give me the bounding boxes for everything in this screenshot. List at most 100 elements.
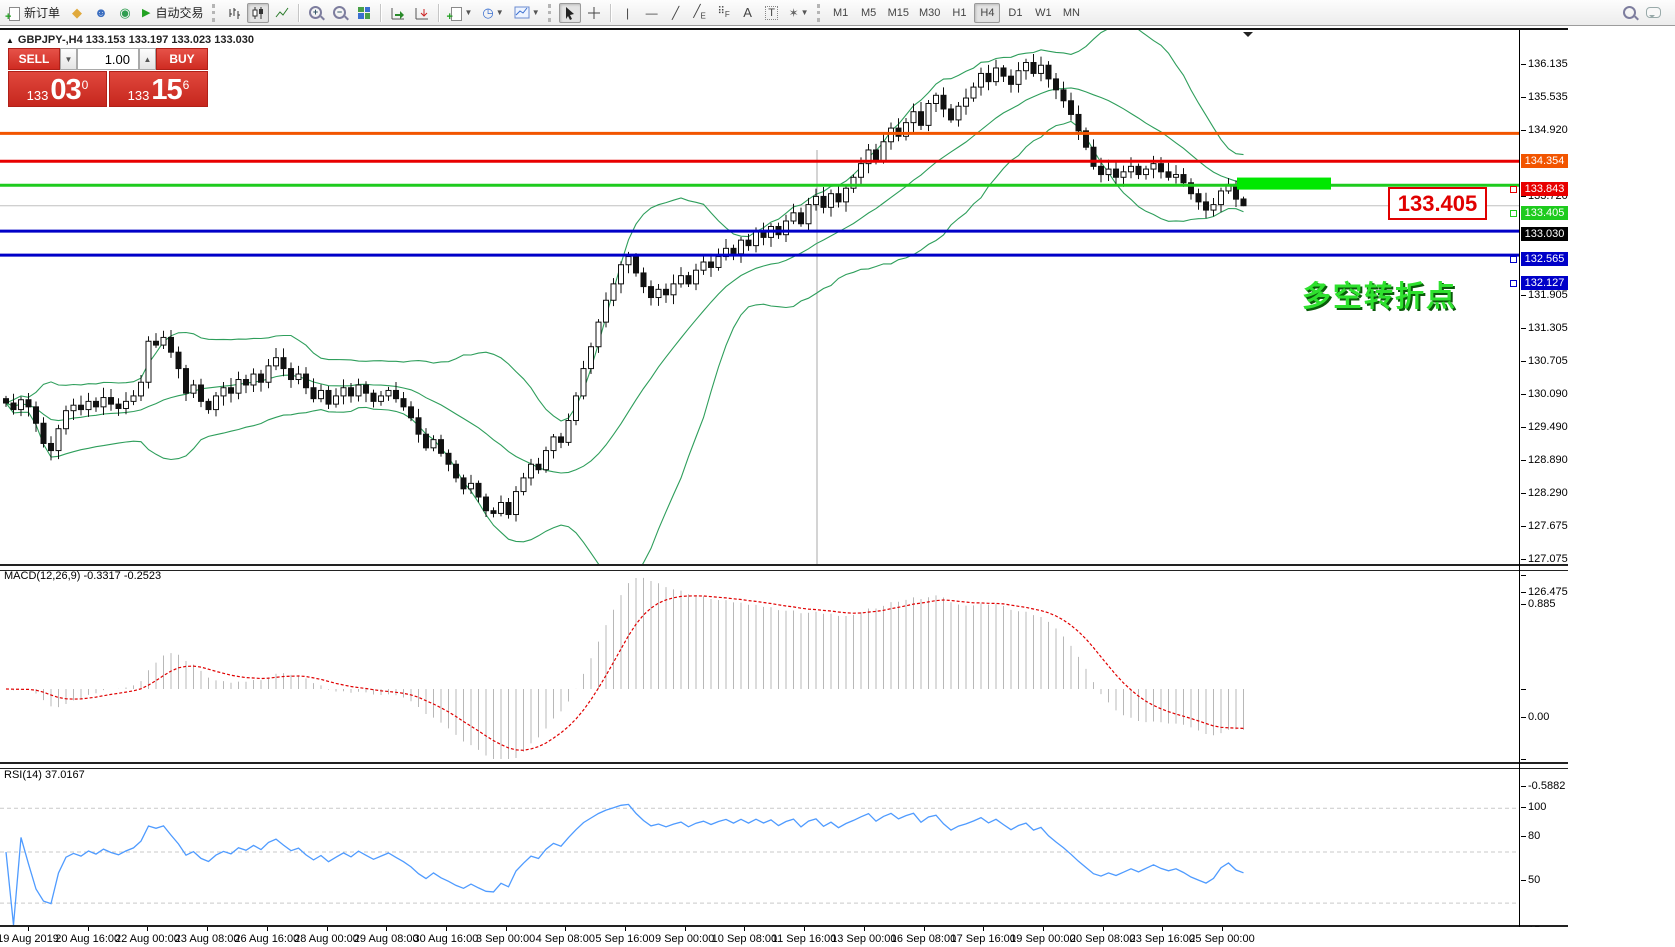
indicators-button[interactable]: + ▼ [445,3,477,23]
zoom-in-button[interactable]: + [305,3,327,23]
templates-button[interactable]: ▼ [510,3,544,23]
cursor-tool-button[interactable] [558,2,581,23]
main-price-pane[interactable] [0,30,1519,564]
price-tick-label: 134.920 [1528,124,1568,137]
vertical-line-tool-button[interactable]: | [617,3,639,23]
time-axis[interactable]: 19 Aug 2019 20 Aug 16:00 22 Aug 00:00 23 Au… [0,927,1568,947]
price-line-flag: 134.354 [1521,154,1568,169]
price-line-flag: 133.405 [1521,206,1568,221]
price-tick-label: 131.905 [1528,289,1568,302]
pane-separator[interactable] [0,564,1568,571]
time-tick [266,927,268,931]
time-tick [684,927,686,931]
time-tick-label: 20 Aug 16:00 [55,933,121,945]
macd-pane[interactable] [0,568,1519,762]
sell-price-small: 133 [26,88,49,103]
mql-button[interactable]: ◆ [66,3,88,23]
time-tick-label: 10 Sep 08:00 [711,933,778,945]
fibonacci-tool-button[interactable]: ⠿F [713,3,735,23]
price-tick [1521,295,1526,297]
chevron-down-icon: ▼ [531,8,540,17]
lot-decrease-button[interactable]: ▼ [60,48,77,70]
timeframe-m5-button[interactable]: M5 [860,6,877,19]
timeframe-h4-button[interactable]: H4 [974,2,1001,23]
signal-icon: ◉ [119,4,131,20]
line-chart-icon [275,7,288,17]
price-tick-label: -0.5882 [1528,780,1566,792]
auto-trading-button[interactable]: ▶ 自动交易 [138,3,207,23]
lot-size-input[interactable]: 1.00 [77,48,139,70]
chevron-down-icon: ▼ [495,8,504,17]
channel-icon: ╱E [693,4,706,21]
text-tool-button[interactable]: A [737,3,759,23]
crosshair-tool-button[interactable] [583,3,605,23]
timeframe-m1-button[interactable]: M1 [832,6,849,19]
price-line-flag: 132.565 [1521,252,1568,267]
periods-button[interactable]: ◷ ▼ [478,3,507,23]
sell-button[interactable]: SELL [8,48,60,70]
candlestick-chart-button[interactable] [246,2,269,23]
rsi-pane[interactable] [0,766,1519,927]
zoom-out-icon: − [333,6,346,19]
trendline-tool-button[interactable]: ╱ [665,3,687,23]
label-tool-button[interactable]: T [761,3,783,23]
crosshair-icon [587,6,600,19]
buy-price-button[interactable]: 133 15 6 [109,71,208,107]
line-handle[interactable] [1510,186,1517,194]
buy-button[interactable]: BUY [156,48,208,70]
price-tick [1521,195,1526,197]
line-handle[interactable] [1510,210,1517,218]
tile-windows-button[interactable] [353,3,375,23]
price-tick-label: 0.00 [1528,711,1550,723]
horizontal-line-tool-button[interactable]: — [641,3,663,23]
chart-end-marker-icon[interactable] [1243,32,1253,42]
bar-chart-button[interactable] [223,3,245,23]
pane-separator[interactable] [0,762,1568,769]
macd-label: MACD(12,26,9) -0.3317 -0.2523 [4,570,162,582]
toolbar: + 新订单 ◆ ☻ ◉ ▶ 自动交易 + − + ▼ ◷ ▼ ▼ | — ╱ ╱E … [0,0,1675,26]
timeframe-h1-button[interactable]: H1 [952,6,967,19]
timeframe-d1-button[interactable]: D1 [1008,6,1023,19]
time-tick [147,927,149,931]
timeframe-m30-button[interactable]: M30 [919,6,941,19]
profile-button[interactable]: ☻ [90,3,112,23]
lot-increase-button[interactable]: ▲ [139,48,156,70]
price-tick [1521,836,1526,838]
time-tick [207,927,209,931]
chart-shift-icon [415,7,428,19]
timeframe-w1-button[interactable]: W1 [1035,6,1052,19]
line-chart-button[interactable] [271,3,293,23]
auto-scroll-button[interactable] [387,3,409,23]
price-callout-box[interactable]: 133.405 [1388,187,1487,220]
buy-price-sup: 6 [182,78,190,92]
cn-annotation-text[interactable]: 多空转折点 [1302,281,1458,313]
timeframe-m15-button[interactable]: M15 [887,6,909,19]
price-axis-line [1519,30,1520,927]
price-tick-label: 135.535 [1528,90,1568,103]
signals-button[interactable]: ◉ [114,3,136,23]
sell-price-button[interactable]: 133 03 0 [8,71,107,107]
new-order-label: 新订单 [24,6,61,20]
time-tick [1102,927,1104,931]
line-handle[interactable] [1510,256,1517,264]
zoom-out-button[interactable]: − [329,3,351,23]
channel-tool-button[interactable]: ╱E [689,3,711,23]
time-tick-label: 17 Sep 16:00 [950,933,1016,945]
time-tick-label: 26 Aug 16:00 [234,933,300,945]
new-order-button[interactable]: + 新订单 [3,3,64,23]
price-tick-label: 0.885 [1528,598,1556,610]
chart-window[interactable]: ▲ GBPJPY-,H4 133.153 133.197 133.023 133.… [0,28,1568,947]
time-tick-label: 23 Aug 08:00 [174,933,240,945]
time-tick [28,927,29,931]
timeframe-mn-button[interactable]: MN [1062,6,1080,19]
arrows-tool-button[interactable]: ✶ ▼ [785,3,813,23]
time-tick [744,927,746,931]
chat-button[interactable] [1642,3,1665,23]
symbol-info: ▲ GBPJPY-,H4 133.153 133.197 133.023 133.… [6,34,254,46]
chart-shift-button[interactable] [411,3,433,23]
search-button[interactable] [1618,3,1640,23]
indicators-icon: + [447,6,463,22]
price-tick [1521,130,1526,132]
line-handle[interactable] [1510,280,1517,288]
